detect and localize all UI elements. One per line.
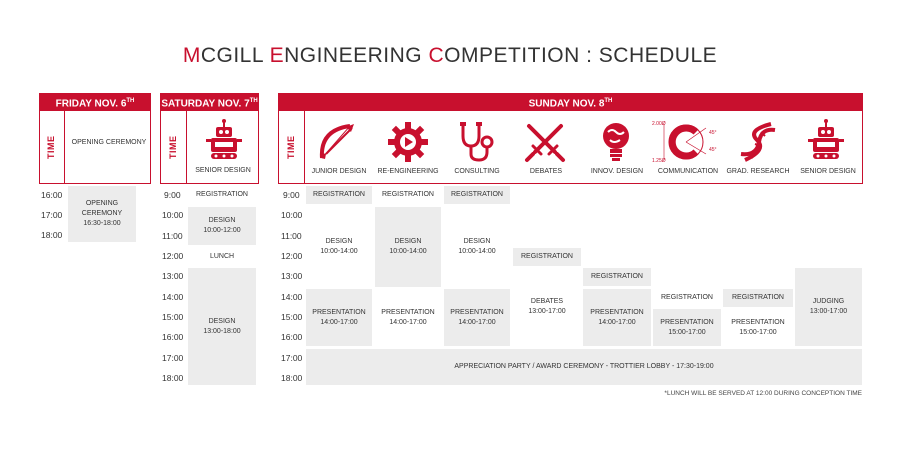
saturday-time: 11:00	[162, 231, 183, 241]
sunday-presentation-event: PRESENTATION 14:00-17:00	[381, 308, 435, 326]
sunday-time: 18:00	[281, 373, 303, 383]
sunday-column-label: GRAD. RESEARCH	[726, 168, 790, 175]
sunday-registration: REGISTRATION	[382, 191, 434, 198]
saturday-registration: REGISTRATION	[196, 191, 248, 198]
sunday-registration: REGISTRATION	[723, 289, 793, 307]
sunday-time: 13:00	[281, 271, 303, 281]
sunday-time: 11:00	[281, 231, 302, 241]
stethoscope-icon	[457, 120, 499, 164]
sunday-time: 17:00	[281, 353, 303, 363]
saturday-time: 18:00	[162, 373, 184, 383]
saturday-design-event: DESIGN 13:00-18:00	[188, 268, 256, 385]
saturday-time: 10:00	[162, 210, 184, 220]
friday-time: 16:00	[41, 190, 63, 200]
sunday-time-label: TIME	[286, 135, 296, 160]
saturday-time: 15:00	[162, 312, 184, 322]
comm-dimension-label: 45°	[709, 147, 717, 153]
sunday-design-event: DESIGN 10:00-14:00	[320, 238, 358, 255]
sunday-time: 15:00	[281, 312, 303, 322]
sunday-presentation-event: PRESENTATION 15:00-17:00	[653, 309, 721, 346]
sunday-design-event: DESIGN 10:00-14:00	[458, 238, 496, 255]
sunday-column-label: JUNIOR DESIGN	[311, 168, 367, 175]
sunday-registration: REGISTRATION	[306, 186, 372, 204]
sunday-judging-event: JUDGING 13:00-17:00	[795, 268, 862, 346]
footnote: *LUNCH WILL BE SERVED AT 12:00 DURING CO…	[664, 390, 862, 397]
gear-icon	[386, 120, 430, 164]
saturday-time-label: TIME	[168, 135, 178, 160]
friday-time-label: TIME	[46, 135, 56, 160]
sunday-presentation-event: PRESENTATION 14:00-17:00	[306, 289, 372, 346]
saturday-divider	[186, 111, 187, 184]
robot-icon	[204, 118, 244, 162]
page-title: MCGILL ENGINEERING COMPETITION : SCHEDUL…	[182, 44, 718, 67]
sunday-registration: REGISTRATION	[661, 294, 713, 301]
comm-dimension-label: 45°	[709, 130, 717, 136]
friday-divider	[64, 111, 65, 184]
sunday-presentation-event: PRESENTATION 15:00-17:00	[731, 318, 785, 336]
robot-icon	[806, 118, 846, 162]
friday-time: 18:00	[41, 230, 63, 240]
saturday-time: 9:00	[164, 190, 181, 200]
bow-arrow-icon	[316, 120, 358, 164]
saturday-time: 16:00	[162, 332, 184, 342]
friday-opening-ceremony-event: OPENING CEREMONY 16:30-18:00	[68, 186, 136, 242]
sunday-divider	[304, 111, 305, 184]
sunday-column-label: CONSULTING	[454, 168, 500, 175]
comm-dimension-label: 1.25Ø	[652, 158, 666, 164]
friday-header: FRIDAY NOV. 6TH	[39, 93, 151, 111]
saturday-column-label: SENIOR DESIGN	[195, 167, 251, 174]
sunday-design-event: DESIGN 10:00-14:00	[375, 207, 441, 287]
sunday-registration: REGISTRATION	[583, 268, 651, 286]
sunday-column-label: SENIOR DESIGN	[800, 168, 856, 175]
sunday-registration: REGISTRATION	[513, 248, 581, 266]
sunday-presentation-event: PRESENTATION 14:00-17:00	[583, 289, 651, 346]
sunday-time: 9:00	[283, 190, 300, 200]
sunday-header: SUNDAY NOV. 8TH	[278, 93, 863, 111]
saturday-lunch: LUNCH	[209, 252, 235, 260]
sunday-appreciation-party: APPRECIATION PARTY / AWARD CEREMONY - TR…	[306, 349, 862, 385]
sunday-time: 14:00	[281, 292, 303, 302]
sunday-column-label: INNOV. DESIGN	[590, 168, 644, 175]
saturday-time: 13:00	[162, 271, 184, 281]
saturday-time: 12:00	[162, 251, 184, 261]
sunday-time: 16:00	[281, 332, 303, 342]
dna-icon	[737, 120, 779, 164]
sunday-time: 10:00	[281, 210, 303, 220]
saturday-header: SATURDAY NOV. 7TH	[160, 93, 259, 111]
saturday-time: 17:00	[162, 353, 184, 363]
sunday-column-label: COMMUNICATION	[657, 168, 719, 175]
comm-dimension-label: 2.00Ø	[652, 121, 666, 127]
sunday-debates-event: DEBATES 13:00-17:00	[528, 298, 566, 315]
sunday-time: 12:00	[281, 251, 303, 261]
sunday-registration: REGISTRATION	[444, 186, 510, 204]
friday-column-label: OPENING CEREMONY	[71, 139, 147, 146]
friday-time: 17:00	[41, 210, 63, 220]
sunday-column-label: DEBATES	[529, 168, 563, 175]
saturday-time: 14:00	[162, 292, 184, 302]
lightbulb-globe-icon	[598, 120, 634, 164]
sunday-presentation-event: PRESENTATION 14:00-17:00	[444, 289, 510, 346]
sunday-column-label: RE-ENGINEERING	[377, 168, 439, 175]
saturday-design-event: DESIGN 10:00-12:00	[188, 207, 256, 245]
circle-c-icon: 2.00Ø 45° 45° 1.25Ø	[650, 118, 720, 164]
crossed-swords-icon	[523, 120, 567, 164]
